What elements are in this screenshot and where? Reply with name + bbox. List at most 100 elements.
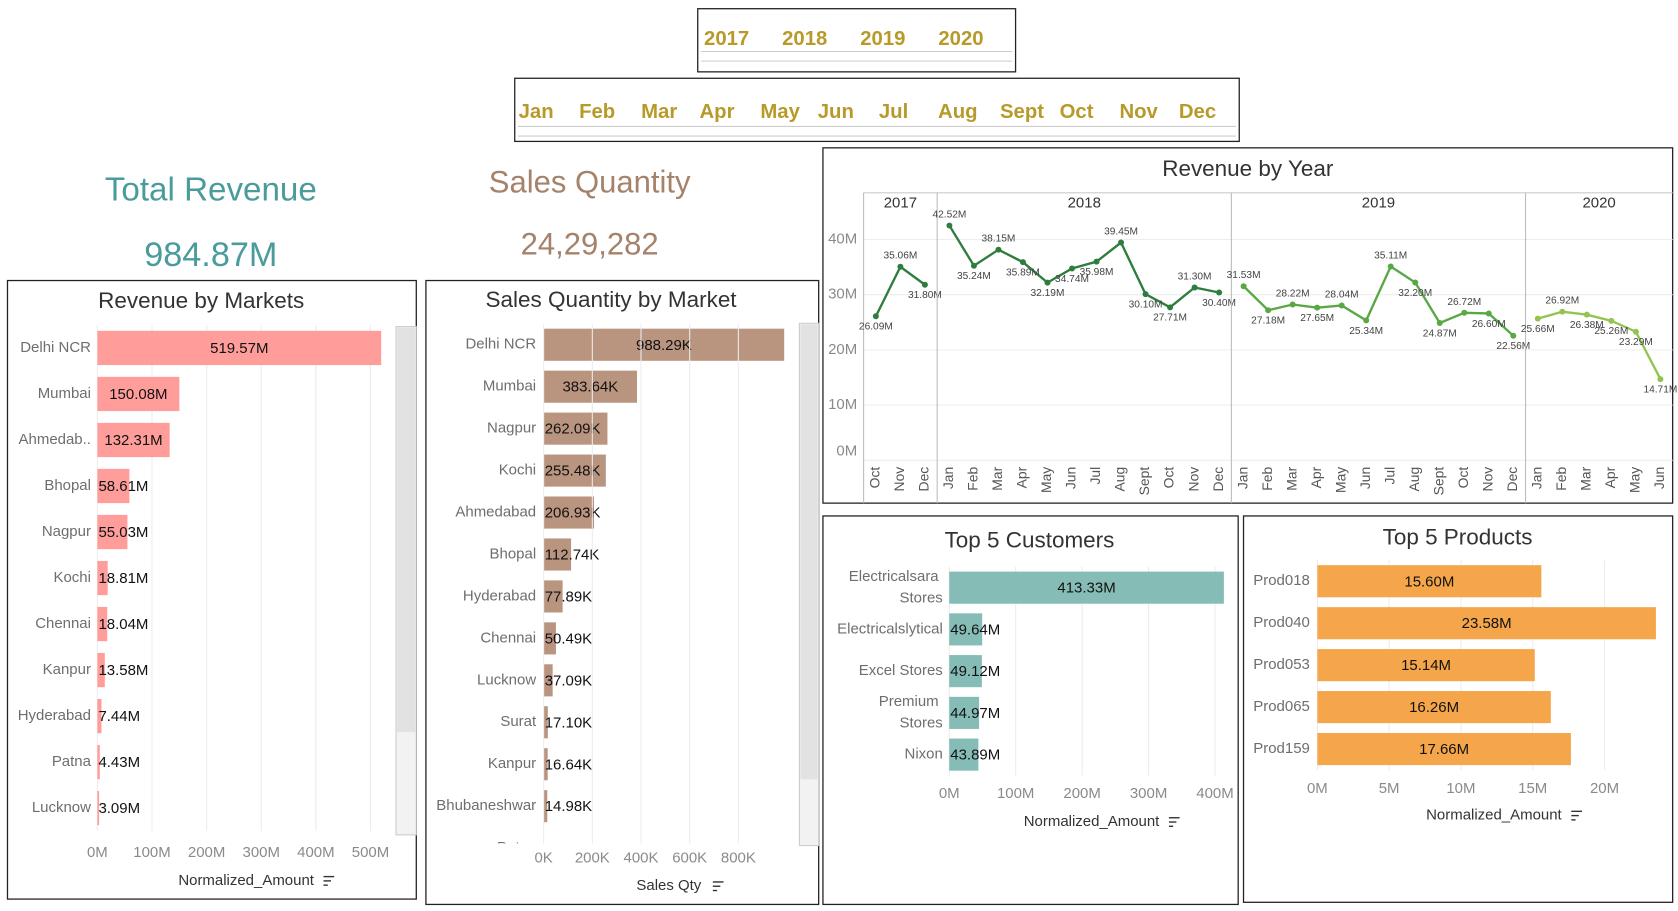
x-tick-label: May <box>1332 467 1348 493</box>
rows: Delhi NCR 988.29K Mumbai 383.64K Nagpur 262.0… <box>436 328 785 843</box>
data-label: 413.33M <box>1057 580 1115 597</box>
category-label: Bhopal <box>44 477 91 494</box>
month-filter[interactable]: Aug <box>938 101 978 123</box>
data-label: 132.31M <box>104 432 162 449</box>
x-tick-label: Aug <box>1406 467 1422 492</box>
data-label: 39.45M <box>1104 226 1138 237</box>
panel <box>822 515 1239 906</box>
bar <box>543 622 556 655</box>
month-filter[interactable]: Jun <box>818 101 854 123</box>
year-filter[interactable]: 2018 <box>782 28 827 50</box>
scroll-thumb[interactable] <box>800 324 818 780</box>
point <box>1583 311 1590 318</box>
category-label: Delhi NCR <box>20 339 91 356</box>
chart-title: Top 5 Products <box>1383 524 1533 549</box>
month-filter[interactable]: May <box>760 101 800 123</box>
data-label: 25.66M <box>1521 324 1555 335</box>
data-label: 206.93K <box>545 505 601 522</box>
chart-title: Revenue by Year <box>1162 156 1334 181</box>
category-label: Excel Stores <box>859 662 943 679</box>
x-tick-label: 600K <box>672 849 707 866</box>
month-filter[interactable]: Feb <box>579 101 615 123</box>
month-filter[interactable]: Oct <box>1060 101 1094 123</box>
x-tick-label: Feb <box>965 466 981 490</box>
bar <box>949 696 980 729</box>
data-label: 28.04M <box>1325 289 1359 300</box>
x-tick-label: Jul <box>1381 467 1397 485</box>
bar <box>97 514 128 550</box>
category-label: Prod159 <box>1253 740 1310 757</box>
panel <box>1242 515 1674 903</box>
data-label: 16.26M <box>1409 699 1459 716</box>
category-label: Electricalsara Stores <box>849 568 943 606</box>
month-filter[interactable]: Jul <box>879 101 908 123</box>
x-tick-label: Sept <box>1136 467 1152 496</box>
point <box>1534 315 1541 322</box>
category-label: Nagpur <box>42 523 91 540</box>
y-tick-label: 30M <box>828 286 857 303</box>
month-filter[interactable]: Jan <box>519 101 554 123</box>
point <box>1167 304 1174 311</box>
year-filter[interactable]: 2019 <box>860 28 905 50</box>
bar <box>97 744 100 780</box>
bar <box>1317 732 1571 766</box>
year-header: 2017 <box>884 194 917 211</box>
data-label: 77.89K <box>545 588 592 605</box>
data-label: 32.20M <box>1398 288 1432 299</box>
month-filter[interactable]: Mar <box>641 101 677 123</box>
x-tick-label: 20M <box>1590 780 1619 797</box>
data-label: 27.18M <box>1251 316 1285 327</box>
x-tick-label: Mar <box>1283 466 1299 490</box>
x-tick-label: Oct <box>1455 467 1471 489</box>
scroll-thumb[interactable] <box>397 327 416 733</box>
bar <box>543 706 548 739</box>
bar <box>543 370 638 403</box>
category-label: Mumbai <box>38 385 91 402</box>
x-tick-label: Dec <box>916 467 932 492</box>
month-filter-box <box>514 77 1240 143</box>
x-tick-label: Feb <box>1553 466 1569 490</box>
data-label: 7.44M <box>98 708 140 725</box>
data-label: 27.71M <box>1153 313 1187 324</box>
x-tick-label: Jan <box>940 467 956 489</box>
point <box>1657 376 1664 383</box>
data-label: 35.06M <box>883 251 917 262</box>
x-tick-label: 200M <box>188 844 225 861</box>
point <box>1632 328 1639 335</box>
data-label: 26.92M <box>1545 296 1579 307</box>
x-tick-label: 400M <box>297 844 334 861</box>
month-filter[interactable]: Dec <box>1179 101 1216 123</box>
bar <box>97 606 108 642</box>
data-label: 31.30M <box>1178 271 1212 282</box>
data-label: 26.09M <box>859 322 893 333</box>
category-label: Prod040 <box>1253 614 1310 631</box>
panel <box>822 147 1674 504</box>
year-header: 2018 <box>1068 194 1101 211</box>
year-filter[interactable]: 2020 <box>938 28 983 50</box>
point <box>1338 302 1345 309</box>
month-filter[interactable]: Nov <box>1119 101 1158 123</box>
bar <box>949 571 1224 604</box>
data-label: 519.57M <box>210 340 268 357</box>
point <box>1314 304 1321 311</box>
category-label: Bhopal <box>490 545 537 562</box>
month-filter[interactable]: Sept <box>1000 101 1044 123</box>
data-label: 35.24M <box>957 271 991 282</box>
data-label: 25.34M <box>1349 326 1383 337</box>
year-header: 2020 <box>1582 194 1615 211</box>
line <box>1242 264 1515 337</box>
year-filter[interactable]: 2017 <box>704 28 749 50</box>
data-label: 23.58M <box>1462 615 1512 632</box>
category-label: Delhi NCR <box>465 336 536 353</box>
bar <box>97 790 100 826</box>
y-tick-label: 20M <box>828 341 857 358</box>
data-label: 58.61M <box>98 478 148 495</box>
bar <box>949 655 982 688</box>
data-label: 38.15M <box>982 234 1016 245</box>
bar <box>543 790 548 823</box>
data-label: 15.60M <box>1404 573 1454 590</box>
month-filter[interactable]: Apr <box>699 101 734 123</box>
y-tick-label: 10M <box>828 396 857 413</box>
data-label: 28.22M <box>1276 288 1310 299</box>
category-label: Chennai <box>480 629 536 646</box>
